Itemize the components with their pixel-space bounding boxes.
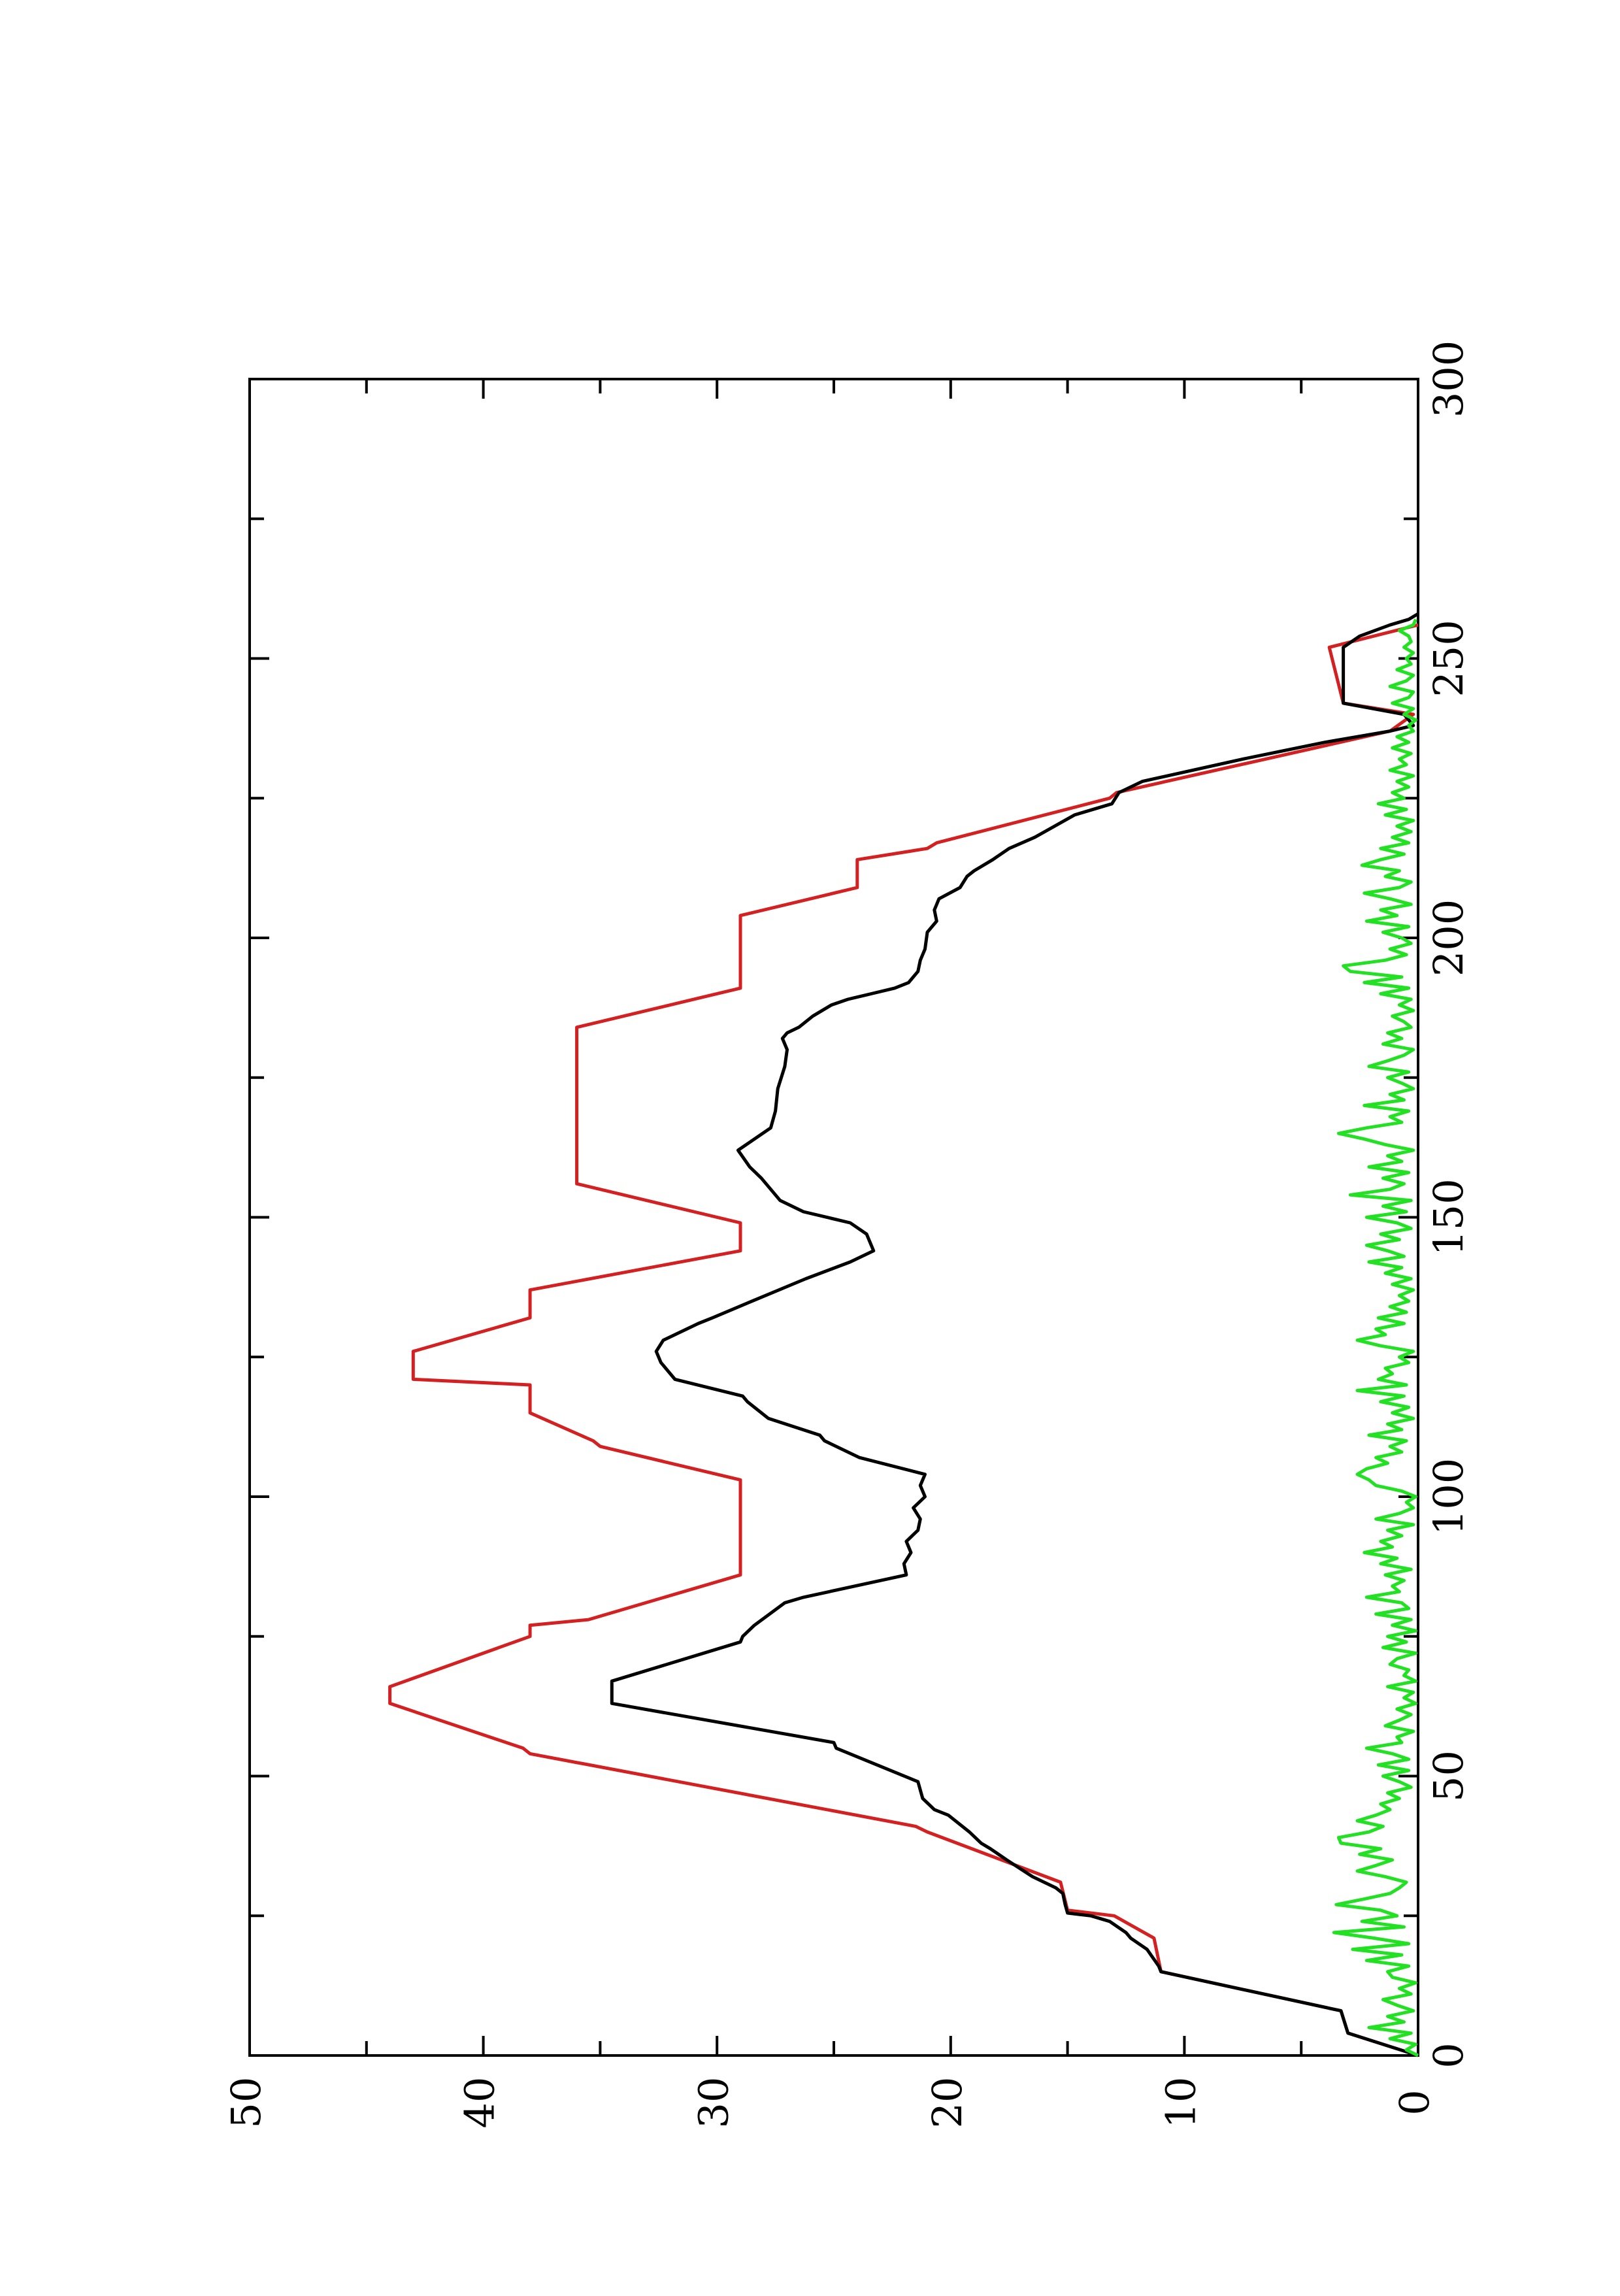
ticks (248, 378, 1419, 2057)
y-tick-label: 0 (1391, 2089, 1438, 2115)
series-line-2 (610, 612, 1419, 2057)
plot-area: 0 50 100 150 200 250 300 0 10 20 30 40 50 (222, 341, 1472, 2129)
tick-labels: 0 50 100 150 200 250 300 0 10 20 30 40 50 (222, 341, 1472, 2129)
x-tick-label: 300 (1425, 341, 1472, 418)
x-tick-label: 250 (1425, 620, 1472, 697)
x-tick-label: 150 (1425, 1178, 1472, 1256)
x-tick-label: 0 (1425, 2042, 1472, 2068)
y-tick-label: 40 (456, 2077, 504, 2129)
x-tick-label: 100 (1425, 1458, 1472, 1535)
y-tick-label: 20 (923, 2077, 971, 2129)
x-tick-label: 200 (1425, 899, 1472, 976)
y-tick-label: 10 (1157, 2077, 1205, 2129)
x-tick-label: 50 (1425, 1750, 1472, 1802)
series-layer (388, 612, 1419, 2057)
series-line-1 (388, 623, 1419, 2057)
y-tick-label: 30 (689, 2077, 737, 2129)
series-line-3 (1332, 618, 1419, 2057)
y-tick-label: 50 (222, 2077, 270, 2129)
